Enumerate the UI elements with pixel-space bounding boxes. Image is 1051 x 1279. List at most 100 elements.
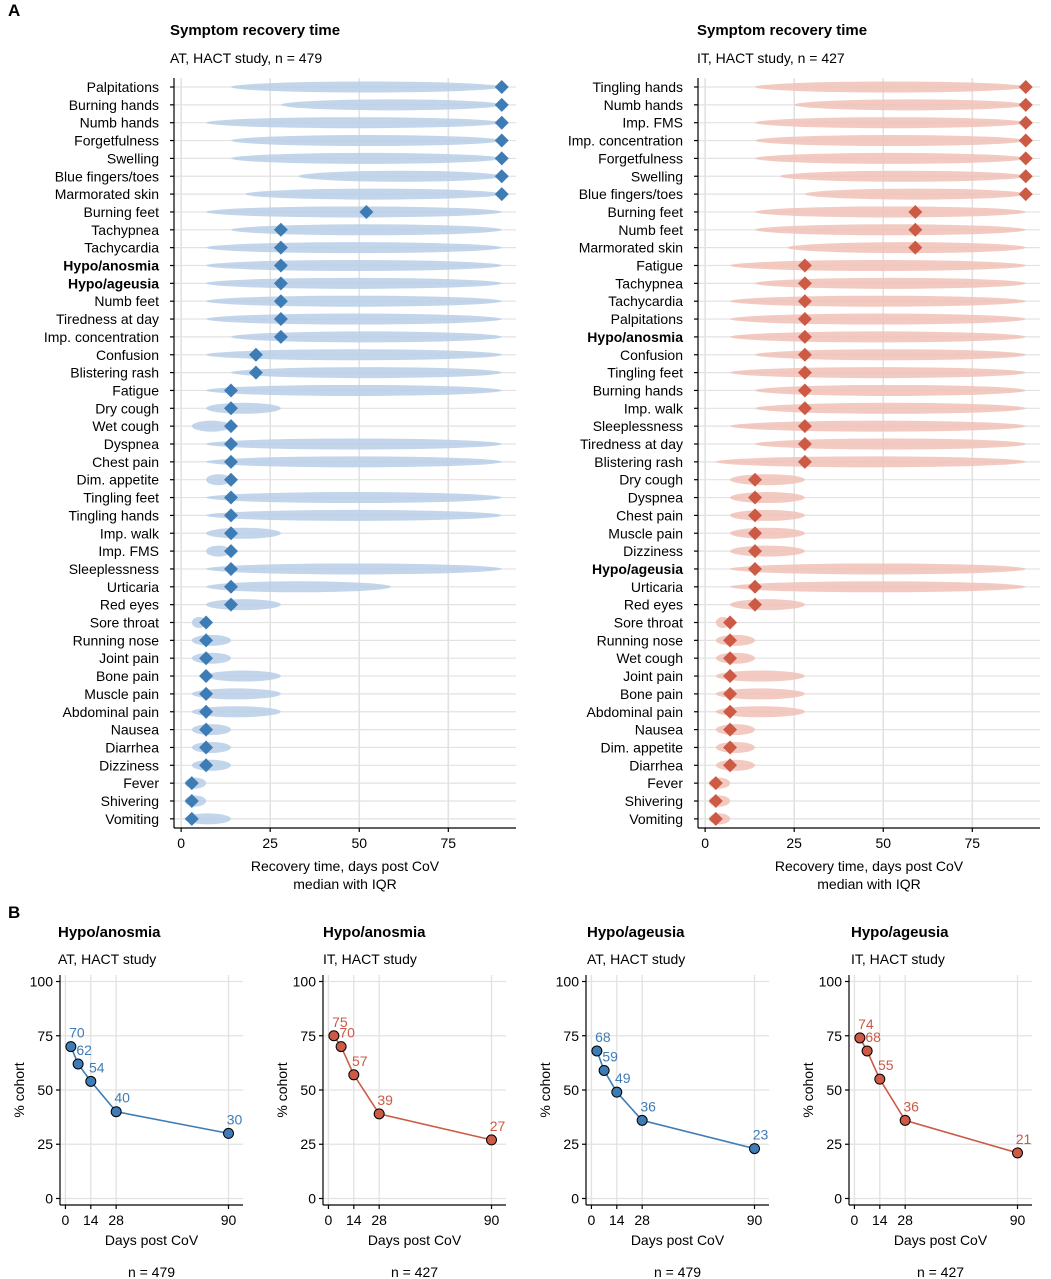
x-tick-label: 0 xyxy=(325,1212,333,1228)
median-marker xyxy=(199,704,214,719)
iqr-band xyxy=(804,188,1026,200)
symptom-label: Blistering rash xyxy=(70,365,159,381)
median-marker xyxy=(199,722,214,737)
x-tick-label: 14 xyxy=(872,1212,888,1228)
median-marker xyxy=(748,579,762,594)
data-point xyxy=(874,1073,886,1085)
data-point xyxy=(72,1058,84,1070)
median-marker xyxy=(1018,187,1033,202)
y-tick-label: 75 xyxy=(37,1028,53,1044)
symptom-label: Nausea xyxy=(635,722,683,738)
x-tick-label: 90 xyxy=(1010,1212,1026,1228)
symptom-label: Wet cough xyxy=(616,650,683,666)
iqr-band xyxy=(206,509,502,521)
median-marker xyxy=(224,401,238,416)
chart-title: Hypo/anosmia xyxy=(58,924,161,941)
iqr-band xyxy=(231,367,502,379)
y-tick-label: 50 xyxy=(37,1082,53,1098)
symptom-label: Joint pain xyxy=(99,650,159,666)
symptom-label: Tachycardia xyxy=(84,240,159,256)
median-marker xyxy=(708,794,723,808)
x-tick-label: 75 xyxy=(441,835,457,851)
median-marker xyxy=(184,811,199,826)
iqr-band xyxy=(206,242,502,254)
series-line xyxy=(333,1035,492,1141)
iqr-band xyxy=(715,456,1026,468)
symptom-label: Abdominal pain xyxy=(62,704,159,720)
iqr-band xyxy=(184,813,231,825)
symptom-label: Sore throat xyxy=(614,615,683,631)
iqr-band xyxy=(730,331,1026,343)
iqr-band xyxy=(730,367,1026,379)
data-label: 30 xyxy=(227,1111,243,1127)
data-point xyxy=(223,1127,235,1139)
symptom-label: Vomiting xyxy=(105,811,159,827)
symptom-label: Tiredness at day xyxy=(580,436,683,452)
iqr-band xyxy=(730,313,1026,325)
iqr-band xyxy=(206,599,281,611)
symptom-label: Imp. walk xyxy=(100,525,160,541)
iqr-band xyxy=(755,117,1026,129)
data-point xyxy=(328,1030,340,1042)
symptom-label: Numb feet xyxy=(94,293,159,309)
chart-title: Hypo/ageusia xyxy=(587,924,685,941)
iqr-band xyxy=(191,706,281,718)
iqr-band xyxy=(730,563,1026,575)
y-tick-label: 0 xyxy=(834,1190,842,1206)
data-label: 74 xyxy=(858,1016,874,1032)
median-marker xyxy=(359,204,374,219)
y-axis-label: % cohort xyxy=(800,1062,816,1117)
median-marker xyxy=(908,240,923,255)
y-axis-label: % cohort xyxy=(274,1062,290,1117)
median-marker xyxy=(1018,115,1033,130)
median-marker xyxy=(224,561,238,576)
median-marker xyxy=(908,222,923,237)
symptom-label: Dyspnea xyxy=(628,490,683,506)
chart-ageusia-at: Hypo/ageusia AT, HACT study 68 59 49 36 23 0 25 5… xyxy=(537,924,769,1279)
iqr-band xyxy=(206,277,502,289)
y-axis-label: % cohort xyxy=(11,1062,27,1117)
y-tick-label: 25 xyxy=(37,1136,53,1152)
median-marker xyxy=(1018,80,1033,94)
symptom-label: Dim. appetite xyxy=(601,739,684,755)
data-point xyxy=(854,1032,866,1044)
iqr-band xyxy=(231,152,502,164)
chart-title: Hypo/ageusia xyxy=(851,924,949,941)
iqr-band xyxy=(191,688,281,700)
symptom-label: Blue fingers/toes xyxy=(55,168,159,184)
median-marker xyxy=(494,187,509,202)
symptom-label: Swelling xyxy=(107,150,159,166)
data-label: 21 xyxy=(1016,1131,1032,1147)
symptom-label: Numb feet xyxy=(618,222,683,238)
symptom-label: Burning hands xyxy=(593,382,683,398)
median-marker xyxy=(494,115,509,130)
median-marker xyxy=(708,811,723,826)
data-label: 55 xyxy=(878,1057,894,1073)
median-marker xyxy=(797,383,812,398)
chart-subtitle: AT, HACT study, n = 479 xyxy=(170,50,322,66)
chart-subtitle: AT, HACT study xyxy=(58,951,156,967)
y-tick-label: 25 xyxy=(300,1136,316,1152)
median-marker xyxy=(797,258,812,273)
data-point xyxy=(598,1064,610,1076)
iqr-band xyxy=(206,438,502,450)
symptom-label: Tachypnea xyxy=(615,275,683,291)
symptom-label: Dizziness xyxy=(99,757,159,773)
median-marker xyxy=(199,633,214,648)
median-marker xyxy=(723,686,738,701)
x-axis-label: Days post CoV xyxy=(631,1232,725,1248)
x-axis-label: Days post CoV xyxy=(368,1232,462,1248)
median-marker xyxy=(248,365,263,380)
iqr-band xyxy=(787,242,1026,254)
iqr-band xyxy=(715,688,805,700)
iqr-band xyxy=(231,81,502,93)
data-label: 70 xyxy=(69,1025,85,1041)
data-point xyxy=(899,1114,911,1126)
symptom-label: Tachycardia xyxy=(608,293,683,309)
data-point xyxy=(611,1086,623,1098)
median-marker xyxy=(723,740,738,755)
median-marker xyxy=(748,526,762,541)
median-marker xyxy=(797,419,812,434)
